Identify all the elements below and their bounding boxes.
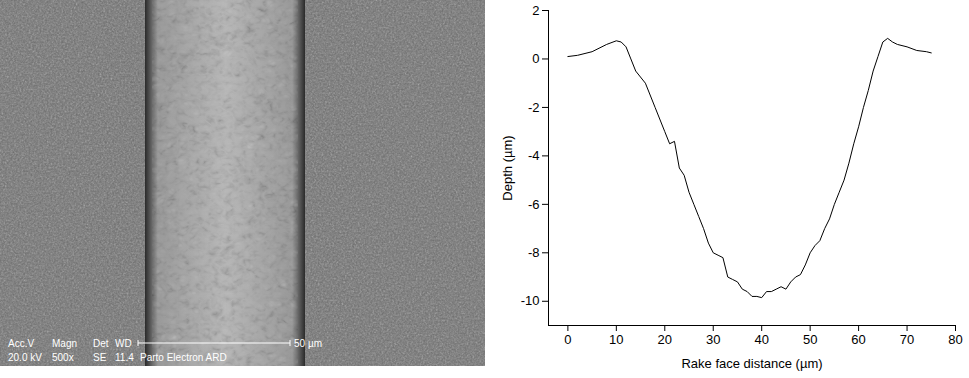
svg-text:40: 40 [754,332,768,347]
svg-text:70: 70 [900,332,914,347]
svg-text:11.4: 11.4 [115,352,134,363]
svg-text:20: 20 [658,332,672,347]
svg-text:60: 60 [851,332,865,347]
svg-text:Depth (µm): Depth (µm) [500,135,515,200]
svg-text:Acc.V: Acc.V [8,338,34,349]
svg-text:WD: WD [115,338,132,349]
svg-text:-8: -8 [528,245,540,260]
svg-text:0: 0 [564,332,571,347]
svg-text:2: 2 [532,3,539,18]
svg-text:500x: 500x [52,352,74,363]
svg-text:20.0 kV: 20.0 kV [8,352,42,363]
svg-text:-10: -10 [521,293,540,308]
svg-text:10: 10 [609,332,623,347]
svg-text:30: 30 [706,332,720,347]
svg-text:Magn: Magn [52,338,77,349]
svg-text:Det: Det [93,338,109,349]
svg-text:50 µm: 50 µm [294,338,322,349]
svg-text:80: 80 [948,332,962,347]
svg-text:-6: -6 [528,197,540,212]
svg-text:Parto Electron ARD: Parto Electron ARD [140,352,227,363]
svg-text:Rake face distance (µm): Rake face distance (µm) [681,356,822,371]
svg-text:-4: -4 [528,148,540,163]
svg-text:0: 0 [532,51,539,66]
svg-text:SE: SE [93,352,107,363]
svg-text:-2: -2 [528,100,540,115]
svg-text:50: 50 [803,332,817,347]
